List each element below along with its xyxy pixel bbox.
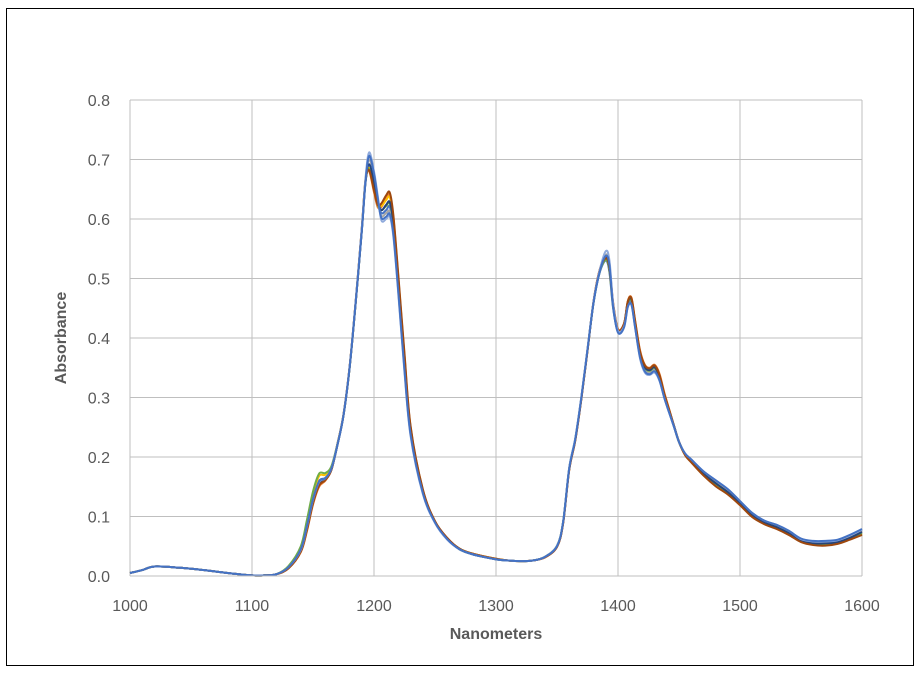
y-tick-label: 0.4 — [88, 331, 110, 348]
x-tick-label: 1400 — [600, 598, 636, 615]
y-tick-label: 0.1 — [88, 510, 110, 527]
y-tick-label: 0.8 — [88, 93, 110, 110]
x-tick-label: 1100 — [235, 598, 270, 615]
x-tick-label: 1000 — [112, 598, 148, 615]
x-tick-label: 1200 — [356, 598, 392, 615]
series-lines — [129, 151, 863, 577]
y-tick-label: 0.3 — [88, 391, 110, 408]
y-tick-label: 0.2 — [88, 450, 110, 467]
y-tick-label: 0.0 — [88, 569, 110, 586]
x-tick-label: 1300 — [478, 598, 514, 615]
series-line-9 — [129, 154, 863, 577]
y-tick-label: 0.5 — [88, 272, 110, 289]
x-axis-label: Nanometers — [450, 626, 543, 643]
y-axis-label: Absorbance — [53, 292, 70, 385]
chart-area — [6, 8, 914, 666]
x-tick-label: 1500 — [722, 598, 758, 615]
y-tick-label: 0.6 — [88, 212, 110, 229]
y-tick-label: 0.7 — [88, 153, 110, 170]
gridlines — [129, 99, 863, 577]
axes: 0.0 0.1 0.2 0.3 0.4 0.5 0.6 0.7 0.8 1000 1100 1200 1… — [88, 93, 880, 615]
x-tick-label: 1600 — [844, 598, 880, 615]
